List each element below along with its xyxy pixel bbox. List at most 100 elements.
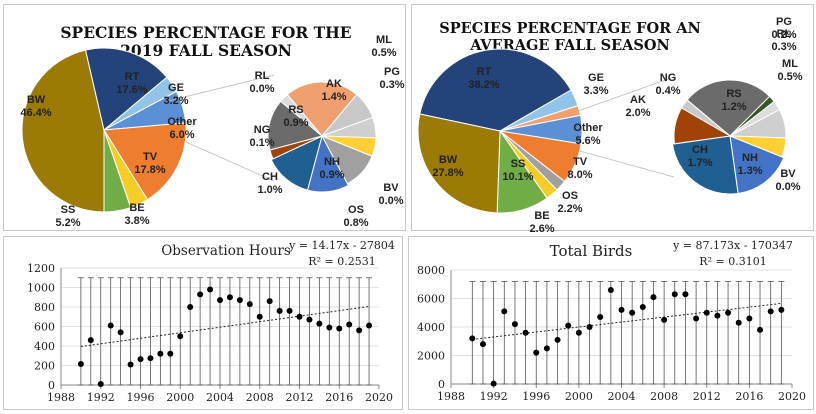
x-tick-label: 2000 [166, 391, 194, 404]
slice-label-other: Other [573, 122, 603, 134]
pie-slice-tv [103, 122, 187, 201]
breakdown-slice-gray [680, 99, 731, 137]
y-tick-label: 1200 [27, 262, 55, 275]
breakdown-slice-rs [267, 100, 324, 151]
x-tick-label: 1988 [437, 390, 465, 403]
slice-label-be: BE [534, 210, 549, 222]
scatter-chart-birds: Total Birds y = 87.173x - 170347 R² = 0.31… [417, 239, 806, 403]
x-tick-label: 2012 [693, 390, 721, 403]
breakdown-value-pg: 0.2% [771, 29, 796, 41]
data-point-2007 [650, 294, 657, 301]
breakdown-value-rs: 1.2% [721, 101, 746, 113]
chart-title-line-1: SPECIES PERCENTAGE FOR AN [439, 20, 700, 37]
breakdown-label-ch: CH [692, 144, 708, 156]
slice-label-rt: RT [125, 71, 140, 83]
slice-label-ss: SS [61, 204, 76, 216]
breakdown-value-ml: 0.5% [777, 71, 802, 83]
data-point-2009 [266, 298, 273, 305]
data-point-2017 [757, 326, 764, 333]
data-point-2001 [187, 304, 194, 310]
data-point-2016 [336, 325, 343, 332]
data-point-2011 [693, 315, 700, 322]
slice-label-os: OS [562, 190, 578, 202]
slice-value-be: 3.8% [124, 215, 149, 227]
data-point-1990 [469, 335, 476, 342]
x-tick-label: 2016 [735, 390, 763, 403]
x-tick-label: 1992 [87, 391, 115, 404]
data-point-1991 [87, 337, 94, 344]
slice-value-os: 2.2% [557, 203, 582, 215]
data-point-2007 [246, 301, 253, 308]
breakdown-label-ng: NG [660, 72, 677, 84]
data-point-2018 [767, 308, 774, 315]
data-point-2010 [682, 291, 689, 298]
breakdown-value-rl: 0.3% [771, 41, 796, 53]
chart-title: Observation Hours [161, 243, 291, 259]
data-point-1995 [127, 361, 134, 368]
data-point-2002 [597, 314, 604, 321]
trendline-equation: y = 87.173x - 170347 [672, 239, 793, 252]
data-point-2009 [671, 291, 678, 298]
data-point-1998 [157, 350, 164, 357]
breakdown-label-rs: RS [726, 88, 741, 100]
connector-line-bottom [579, 150, 675, 178]
pie-panel-average: SPECIES PERCENTAGE FOR AN AVERAGE FALL SE… [411, 4, 814, 235]
breakdown-value-ch: 1.7% [687, 157, 712, 169]
y-tick-label: 1000 [27, 282, 55, 295]
data-point-2002 [197, 291, 204, 298]
slice-value-ss: 10.1% [502, 171, 533, 183]
slice-value-other: 6.0% [169, 129, 194, 141]
data-point-2008 [256, 313, 263, 320]
data-point-1992 [97, 381, 104, 388]
breakdown-slice-ak [286, 81, 358, 137]
breakdown-label-ch: CH [262, 171, 278, 183]
data-point-2000 [177, 333, 184, 340]
breakdown-label-ml: ML [376, 34, 392, 46]
data-point-2017 [346, 321, 353, 328]
breakdown-label-ak: AK [326, 78, 342, 90]
connector-line-top [167, 74, 275, 102]
slice-label-ge: GE [588, 72, 604, 84]
data-point-2005 [629, 309, 636, 316]
y-tick-label: 400 [34, 340, 55, 353]
scatter-panel-hours: Observation Hours y = 14.17x - 27804 R² = … [3, 236, 403, 410]
breakdown-value-ch: 1.0% [257, 184, 282, 196]
x-tick-label: 1988 [47, 391, 75, 404]
data-point-2008 [661, 316, 668, 323]
data-point-2018 [356, 327, 363, 334]
slice-label-tv: TV [573, 156, 588, 168]
x-tick-label: 2020 [778, 390, 806, 403]
data-point-2013 [306, 316, 313, 323]
x-tick-label: 1992 [480, 390, 508, 403]
data-point-2015 [326, 324, 333, 331]
y-tick-label: 0 [48, 379, 55, 392]
data-point-2004 [618, 306, 625, 313]
y-tick-label: 4000 [417, 321, 445, 334]
data-point-2010 [276, 307, 283, 314]
pie-slice-ss [103, 129, 132, 213]
data-point-1996 [137, 356, 144, 363]
chart-title-line-2: 2019 FALL SEASON [120, 41, 292, 60]
x-tick-label: 2008 [650, 390, 678, 403]
scatter-panel-birds: Total Birds y = 87.173x - 170347 R² = 0.31… [408, 236, 814, 410]
y-tick-label: 2000 [417, 350, 445, 363]
data-point-2012 [296, 313, 303, 320]
slice-value-tv: 8.0% [567, 169, 592, 181]
slice-value-ge: 3.2% [163, 95, 188, 107]
slice-value-other: 5.6% [575, 135, 600, 147]
x-tick-label: 1996 [522, 390, 550, 403]
slice-label-tv: TV [143, 151, 158, 163]
breakdown-label-bv: BV [780, 168, 796, 180]
pie-slice-rt [419, 48, 572, 132]
data-point-2019 [366, 322, 373, 329]
data-point-2003 [607, 286, 614, 293]
breakdown-label-os: OS [348, 204, 364, 216]
slice-value-ss: 5.2% [55, 217, 80, 229]
data-point-1991 [479, 341, 486, 348]
y-tick-label: 6000 [417, 293, 445, 306]
y-tick-label: 800 [34, 301, 55, 314]
breakdown-label-nh: NH [324, 156, 340, 168]
pie-slice-rt [84, 47, 168, 131]
x-tick-label: 2016 [325, 391, 353, 404]
